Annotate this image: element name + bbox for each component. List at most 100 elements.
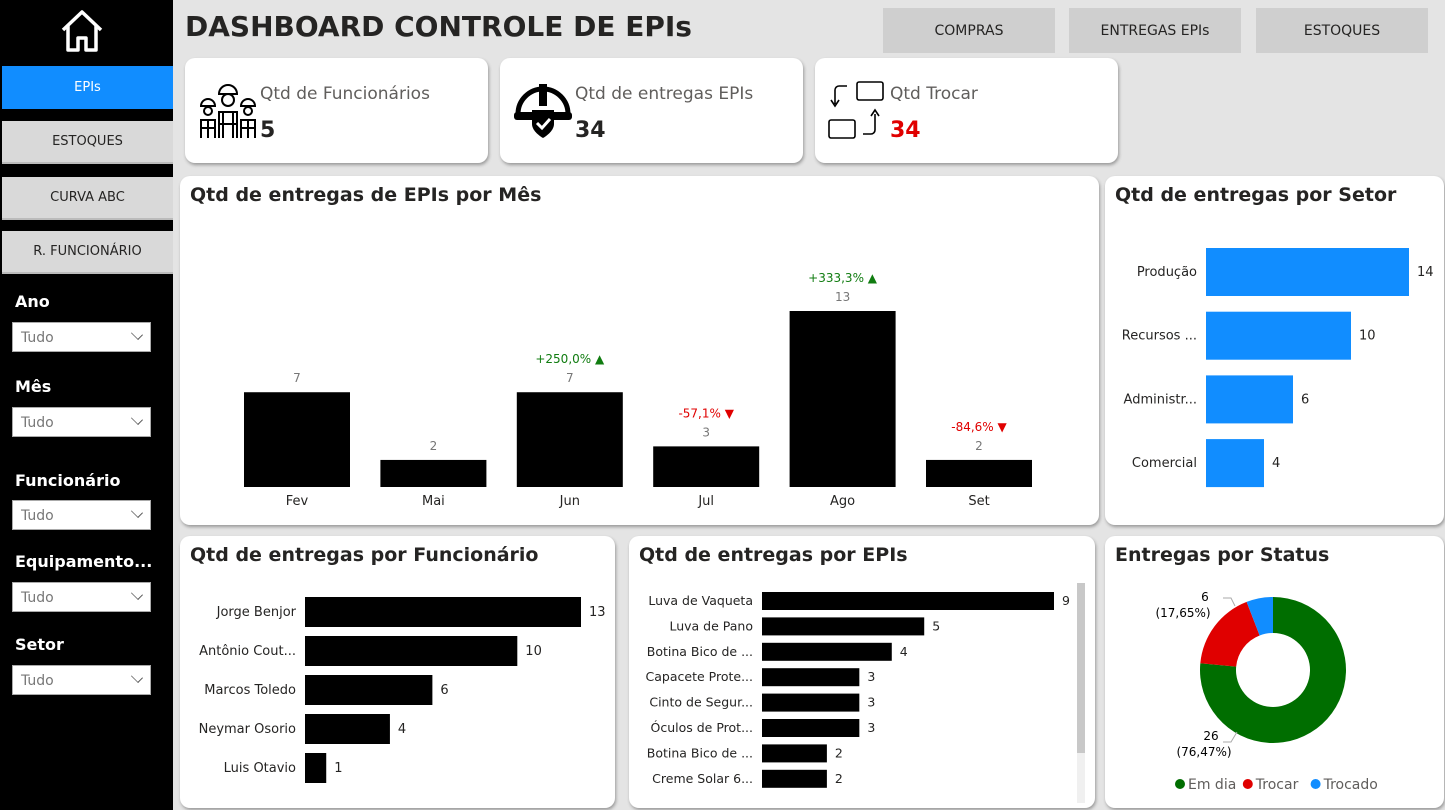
bar — [762, 668, 860, 687]
legend-marker — [1242, 779, 1253, 789]
kpi-trocar: Qtd Trocar 34 — [815, 58, 1118, 163]
sidebar: EPIs ESTOQUES CURVA ABC R. FUNCIONÁRIO A… — [0, 0, 173, 810]
filter-setor-label: Setor — [15, 635, 64, 654]
bar — [380, 459, 487, 487]
entregas-epis-button[interactable]: ENTREGAS EPIs — [1069, 8, 1241, 53]
data-label: 13 — [835, 290, 850, 304]
scrollbar-track[interactable] — [1077, 583, 1085, 803]
category-label: Botina Bico de ... — [647, 644, 753, 659]
data-label: 2 — [430, 439, 438, 453]
filter-mes-label: Mês — [15, 377, 52, 396]
chart-title: Qtd de entregas por EPIs — [639, 544, 908, 566]
bar — [244, 392, 350, 487]
legend-label: Trocar — [1255, 777, 1299, 793]
x-tick-label: Mai — [422, 494, 445, 509]
data-label: 3 — [702, 425, 710, 439]
variation-label: -84,6% ▼ — [951, 420, 1007, 434]
donut-slice-trocar — [1200, 601, 1260, 667]
nav-curva-abc[interactable]: CURVA ABC — [2, 177, 173, 220]
category-label: Luva de Vaqueta — [648, 593, 753, 608]
data-label-pct: (17,65%) — [1155, 606, 1210, 620]
filter-setor-dropdown[interactable]: Tudo — [12, 665, 151, 695]
legend-marker — [1175, 779, 1185, 789]
bar — [305, 714, 390, 744]
data-label: 7 — [293, 371, 301, 385]
bar — [789, 311, 896, 487]
data-label: 5 — [932, 618, 940, 633]
category-label: Óculos de Prot... — [651, 720, 754, 735]
chevron-down-icon — [130, 670, 144, 684]
chart-entregas-funcionario-svg: Jorge Benjor 13 Antônio Cout... 10 Marcos To… — [199, 597, 606, 783]
data-label: 3 — [867, 669, 875, 684]
kpi-value: 34 — [575, 118, 606, 143]
bar — [305, 636, 518, 666]
donut-slice-trocado — [1246, 597, 1273, 636]
nav-epis[interactable]: EPIs — [2, 66, 173, 109]
chevron-down-icon — [130, 587, 144, 601]
bar — [1206, 375, 1293, 424]
data-label: 7 — [566, 371, 574, 385]
data-label: 4 — [900, 644, 908, 659]
bar — [762, 693, 860, 712]
data-label: 1 — [334, 761, 342, 776]
kpi-label: Qtd de Funcionários — [260, 84, 430, 104]
data-label: 3 — [867, 720, 875, 735]
bar — [762, 642, 892, 661]
chart-entregas-setor-svg: Produção 14 Recursos ... 10 Administr... 6 Com… — [1122, 248, 1434, 488]
data-label: 14 — [1417, 265, 1434, 280]
chevron-down-icon — [130, 327, 144, 341]
estoques-button[interactable]: ESTOQUES — [1256, 8, 1428, 53]
category-label: Antônio Cout... — [199, 644, 296, 659]
filter-value: Tudo — [21, 330, 54, 346]
bar — [762, 744, 827, 763]
nav-r-funcionario[interactable]: R. FUNCIONÁRIO — [2, 231, 173, 274]
chart-entregas-funcionario: Qtd de entregas por Funcionário Jorge Be… — [180, 536, 615, 808]
swap-icon — [828, 81, 884, 139]
filter-mes-dropdown[interactable]: Tudo — [12, 407, 151, 437]
compras-button[interactable]: COMPRAS — [883, 8, 1055, 53]
scrollbar-thumb[interactable] — [1077, 583, 1085, 753]
kpi-label: Qtd Trocar — [890, 84, 978, 104]
donut-slice-em-dia — [1200, 597, 1346, 743]
filter-funcionario-label: Funcionário — [15, 471, 121, 490]
data-label: 6 — [1301, 392, 1309, 407]
data-label: 10 — [525, 644, 542, 659]
x-tick-label: Set — [968, 494, 989, 509]
legend-label: Em dia — [1188, 777, 1236, 793]
bar — [305, 597, 581, 627]
filter-funcionario-dropdown[interactable]: Tudo — [12, 500, 151, 530]
category-label: Produção — [1137, 265, 1197, 280]
data-label: 4 — [1272, 456, 1280, 471]
bar — [516, 392, 623, 487]
bar — [762, 769, 827, 788]
category-label: Botina Bico de ... — [647, 745, 753, 760]
category-label: Recursos ... — [1122, 329, 1197, 344]
x-tick-label: Jun — [559, 494, 580, 509]
data-label: 13 — [589, 605, 606, 620]
filter-equipamento-dropdown[interactable]: Tudo — [12, 582, 151, 612]
leader-line — [1223, 731, 1238, 743]
chart-entregas-epis-svg: Luva de Vaqueta 9 Luva de Pano 5 Botina Bico… — [646, 592, 1070, 788]
data-label: 10 — [1359, 329, 1376, 344]
filter-ano-dropdown[interactable]: Tudo — [12, 322, 151, 352]
home-icon[interactable] — [60, 8, 104, 54]
x-tick-label: Jul — [697, 494, 714, 509]
kpi-value: 34 — [890, 118, 921, 143]
bar — [305, 675, 433, 705]
kpi-value: 5 — [260, 118, 276, 143]
bar — [305, 753, 327, 783]
nav-estoques[interactable]: ESTOQUES — [2, 121, 173, 164]
chart-entregas-status-svg: 6 (17,65%) 26 (76,47%) Em dia Trocar Trocado — [1155, 590, 1377, 793]
filter-value: Tudo — [21, 508, 54, 524]
filter-equipamento-label: Equipamento... — [15, 552, 153, 571]
chevron-down-icon — [130, 412, 144, 426]
data-label: 2 — [835, 771, 843, 786]
bar — [1206, 311, 1351, 360]
chart-title: Qtd de entregas de EPIs por Mês — [190, 184, 542, 206]
variation-label: +333,3% ▲ — [808, 271, 878, 285]
category-label: Administr... — [1124, 392, 1197, 407]
bar — [1206, 248, 1409, 296]
x-tick-label: Ago — [830, 494, 855, 509]
category-label: Marcos Toledo — [204, 683, 296, 698]
data-label: 6 — [440, 683, 448, 698]
